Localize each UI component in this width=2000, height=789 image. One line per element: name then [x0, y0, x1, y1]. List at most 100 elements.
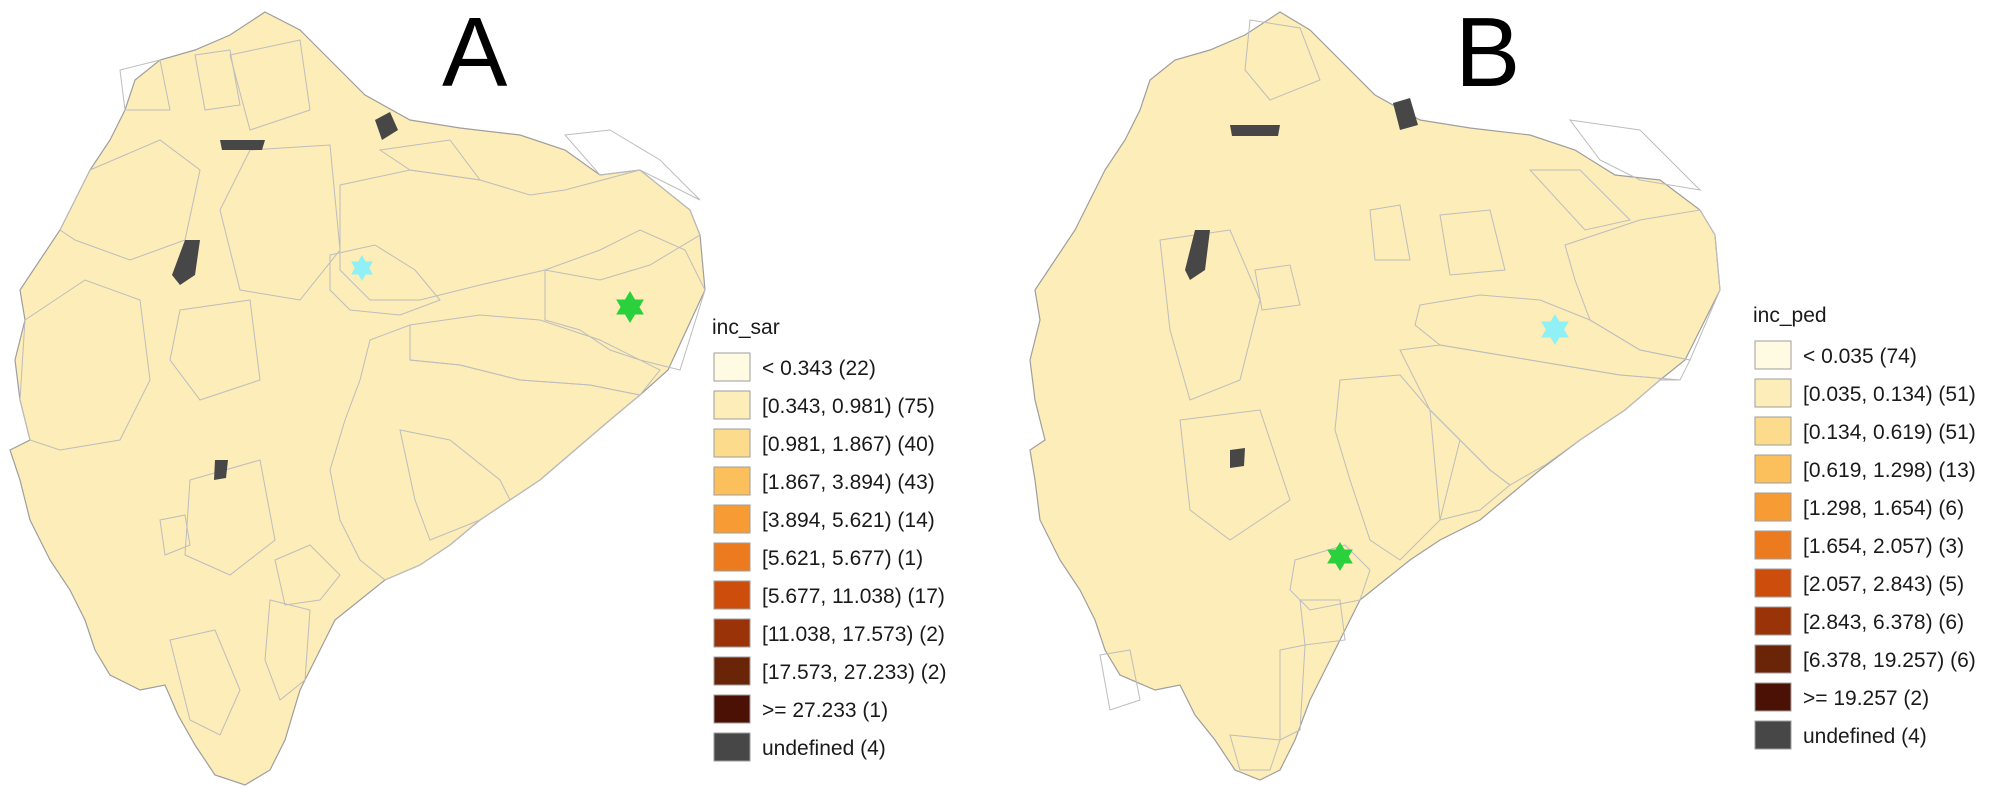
- map-a-region-south-red: [274, 544, 341, 606]
- legend-label: [5.621, 5.677) (1): [762, 547, 923, 570]
- legend-a-title: inc_sar: [712, 316, 780, 339]
- legend-swatch: [713, 352, 751, 382]
- map-a-region-north-red2: [194, 49, 241, 111]
- legend-swatch: [1754, 492, 1792, 522]
- legend-label: [0.343, 0.981) (75): [762, 395, 935, 418]
- legend-label: [1.298, 1.654) (6): [1803, 497, 1964, 520]
- legend-label: [6.378, 19.257) (6): [1803, 649, 1976, 672]
- legend-swatch: [1754, 644, 1792, 674]
- map-a-outline: [9, 11, 706, 786]
- legend-b: inc_ped < 0.035 (74) [0.035, 0.134) (51) […: [1753, 304, 1976, 750]
- legend-label: < 0.035 (74): [1803, 345, 1917, 368]
- legend-label: >= 27.233 (1): [762, 699, 888, 722]
- map-a-region-south-orange2: [264, 599, 311, 701]
- map-b-region-south-white: [1179, 409, 1291, 541]
- map-b-region-south-brown: [1334, 374, 1461, 561]
- map-b-region-s-red: [1279, 644, 1306, 741]
- legend-swatch: [713, 694, 751, 724]
- map-a-undefined-4: [214, 460, 228, 480]
- map-b-region-south-orange: [1299, 599, 1346, 646]
- map-a-region-center-white: [219, 144, 341, 301]
- legend-label: [1.867, 3.894) (43): [762, 471, 935, 494]
- map-a-region-coast-mid: [19, 279, 151, 451]
- map-a-region-north-red: [119, 59, 171, 111]
- map-b-cyan-star-marker: [1541, 314, 1569, 345]
- legend-label: [0.035, 0.134) (51): [1803, 383, 1976, 406]
- map-a-region-se-darkbrown: [399, 429, 511, 541]
- legend-swatch: [1754, 682, 1792, 712]
- map-panel-a: A: [9, 0, 706, 786]
- map-b-green-star-marker: [1327, 542, 1353, 571]
- map-a-region-ne-red2: [563, 129, 701, 201]
- legend-swatch: [1754, 378, 1792, 408]
- legend-label: [11.038, 17.573) (2): [762, 623, 945, 646]
- map-b-undefined-2: [1230, 125, 1280, 136]
- map-b-region-small-red: [1254, 264, 1301, 311]
- map-a-region-south-orange: [169, 629, 241, 736]
- legend-swatch: [1754, 454, 1792, 484]
- legend-swatch: [713, 732, 751, 762]
- map-b-region-center-orange: [1369, 204, 1411, 261]
- legend-label: [3.894, 5.621) (14): [762, 509, 935, 532]
- legend-swatch: [1754, 530, 1792, 560]
- legend-swatch: [1754, 340, 1792, 370]
- map-a-undefined-3: [172, 240, 200, 285]
- map-b-region-east-darkbrown: [1564, 209, 1721, 361]
- map-b-outline: [1029, 11, 1721, 781]
- legend-label: [2.057, 2.843) (5): [1803, 573, 1964, 596]
- map-b-region-ne-red: [1528, 169, 1631, 231]
- map-b-region-center-white: [1159, 229, 1261, 401]
- map-b-undefined-3: [1185, 230, 1210, 280]
- map-a-region-center-white2: [169, 299, 261, 401]
- map-b-region-south-darkbrown2: [1289, 544, 1371, 611]
- legend-a: inc_sar < 0.343 (22) [0.343, 0.981) (75) […: [712, 316, 946, 762]
- map-a-undefined-1: [375, 112, 398, 140]
- legend-label: >= 19.257 (2): [1803, 687, 1929, 710]
- legend-swatch: [1754, 606, 1792, 636]
- legend-swatch: [713, 504, 751, 534]
- map-a-undefined-2: [220, 140, 265, 150]
- map-panel-b: B: [1029, 0, 1721, 781]
- map-b-region-ne-white: [1568, 119, 1702, 191]
- legend-b-items: < 0.035 (74) [0.035, 0.134) (51) [0.134, 0…: [1754, 340, 1976, 750]
- map-a-region-ne-red: [378, 139, 482, 181]
- map-b-region-ne-orange: [1439, 209, 1506, 276]
- map-a-region-south-white: [184, 459, 276, 576]
- legend-swatch: [713, 656, 751, 686]
- legend-label: [5.677, 11.038) (17): [762, 585, 945, 608]
- legend-label: [2.843, 6.378) (6): [1803, 611, 1964, 634]
- legend-label: [0.619, 1.298) (13): [1803, 459, 1976, 482]
- legend-a-items: < 0.343 (22) [0.343, 0.981) (75) [0.981, 1…: [713, 352, 946, 762]
- legend-swatch: [1754, 720, 1792, 750]
- map-b-region-s-red2: [1229, 734, 1281, 771]
- legend-label: [17.573, 27.233) (2): [762, 661, 946, 684]
- map-a-region-center-brown: [329, 244, 441, 316]
- map-b-region-sw-red: [1099, 649, 1141, 711]
- legend-swatch: [1754, 416, 1792, 446]
- map-a-region-nw-light: [59, 139, 201, 261]
- legend-label: undefined (4): [1803, 725, 1927, 748]
- legend-swatch: [713, 580, 751, 610]
- map-b-region-south-darkbrown: [1429, 408, 1511, 521]
- legend-swatch: [1754, 568, 1792, 598]
- legend-label: [1.654, 2.057) (3): [1803, 535, 1964, 558]
- legend-label: < 0.343 (22): [762, 357, 876, 380]
- map-b-undefined-1: [1393, 98, 1418, 130]
- legend-label: [0.134, 0.619) (51): [1803, 421, 1976, 444]
- map-a-region-north-orange: [229, 39, 311, 131]
- legend-label: undefined (4): [762, 737, 886, 760]
- map-a-region-east-dark: [544, 229, 706, 371]
- map-b-undefined-4: [1230, 448, 1245, 468]
- map-b-region-north-white: [1244, 19, 1321, 101]
- map-a-green-star-marker: [616, 291, 644, 323]
- legend-swatch: [713, 542, 751, 572]
- legend-b-title: inc_ped: [1753, 304, 1827, 327]
- map-a-cyan-star-marker: [351, 254, 373, 282]
- panel-label-a: A: [442, 0, 508, 107]
- legend-swatch: [713, 618, 751, 648]
- legend-label: [0.981, 1.867) (40): [762, 433, 935, 456]
- legend-swatch: [713, 428, 751, 458]
- panel-label-b: B: [1455, 0, 1520, 107]
- legend-swatch: [713, 390, 751, 420]
